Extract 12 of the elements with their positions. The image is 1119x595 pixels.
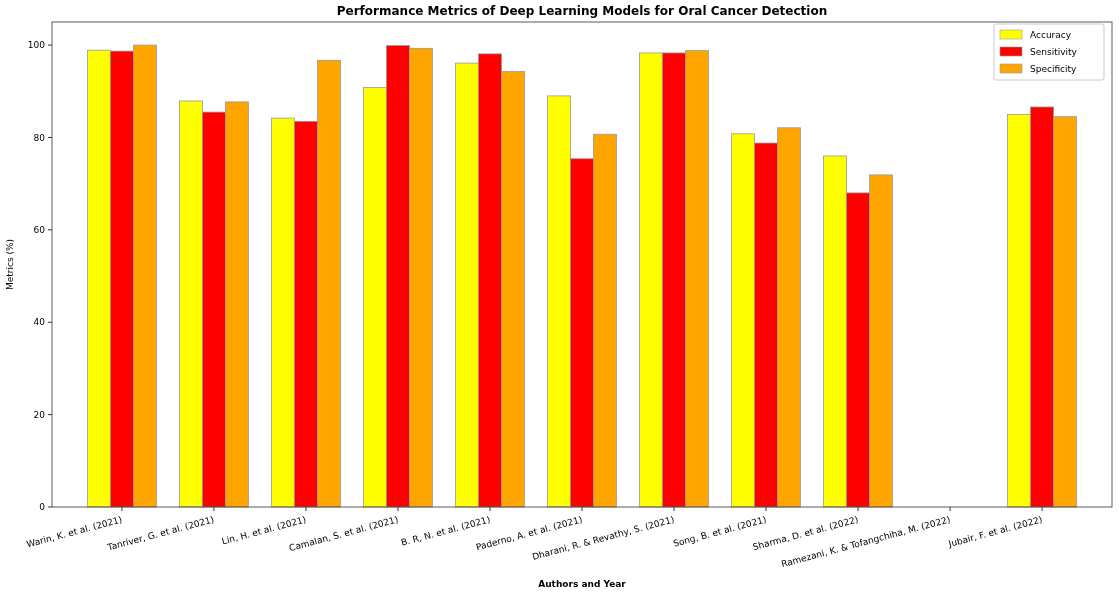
y-tick-label: 80 (33, 132, 46, 143)
y-tick-label: 20 (33, 409, 46, 420)
y-tick-label: 40 (33, 317, 46, 328)
legend-label: Specificity (1030, 64, 1078, 75)
y-tick-label: 0 (39, 502, 46, 513)
legend-label: Sensitivity (1030, 47, 1078, 58)
chart-title: Performance Metrics of Deep Learning Models for Oral Cancer Detection (336, 4, 828, 18)
y-tick-label: 100 (27, 40, 46, 51)
x-axis-title: Authors and Year (538, 579, 627, 589)
y-axis-title: Metrics (%) (5, 238, 15, 291)
y-tick-label: 60 (33, 225, 46, 236)
legend-label: Accuracy (1030, 30, 1072, 41)
